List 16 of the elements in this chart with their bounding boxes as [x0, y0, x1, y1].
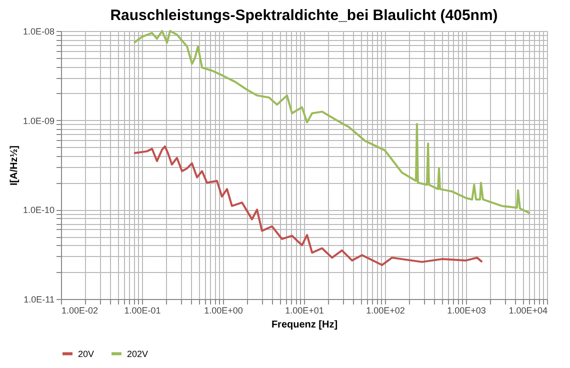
x-tick-label: 1.00E+00 [204, 306, 243, 316]
x-tick-label: 1.00E+01 [285, 306, 324, 316]
x-tick-label: 1.00E+03 [447, 306, 486, 316]
x-tick-label: 1.00E+04 [508, 306, 548, 316]
legend-label: 202V [127, 348, 148, 359]
x-tick-label: 1.00E-02 [62, 306, 98, 316]
x-tick-label: 1.00E+02 [366, 306, 405, 316]
y-tick-label: 1.0E-08 [22, 26, 54, 36]
chart-title: Rauschleistungs-Spektraldichte_bei Blaulicht (405nm) [110, 7, 498, 24]
y-axis-title: I[A/Hz½] [8, 146, 20, 186]
y-tick-label: 1.0E-09 [22, 116, 54, 126]
legend-label: 20V [78, 348, 94, 359]
x-tick-label: 1.00E-01 [124, 306, 161, 316]
x-axis-title: Frequenz [Hz] [271, 320, 338, 330]
y-tick-label: 1.0E-10 [22, 205, 54, 216]
y-tick-label: 1.0E-11 [24, 294, 54, 304]
